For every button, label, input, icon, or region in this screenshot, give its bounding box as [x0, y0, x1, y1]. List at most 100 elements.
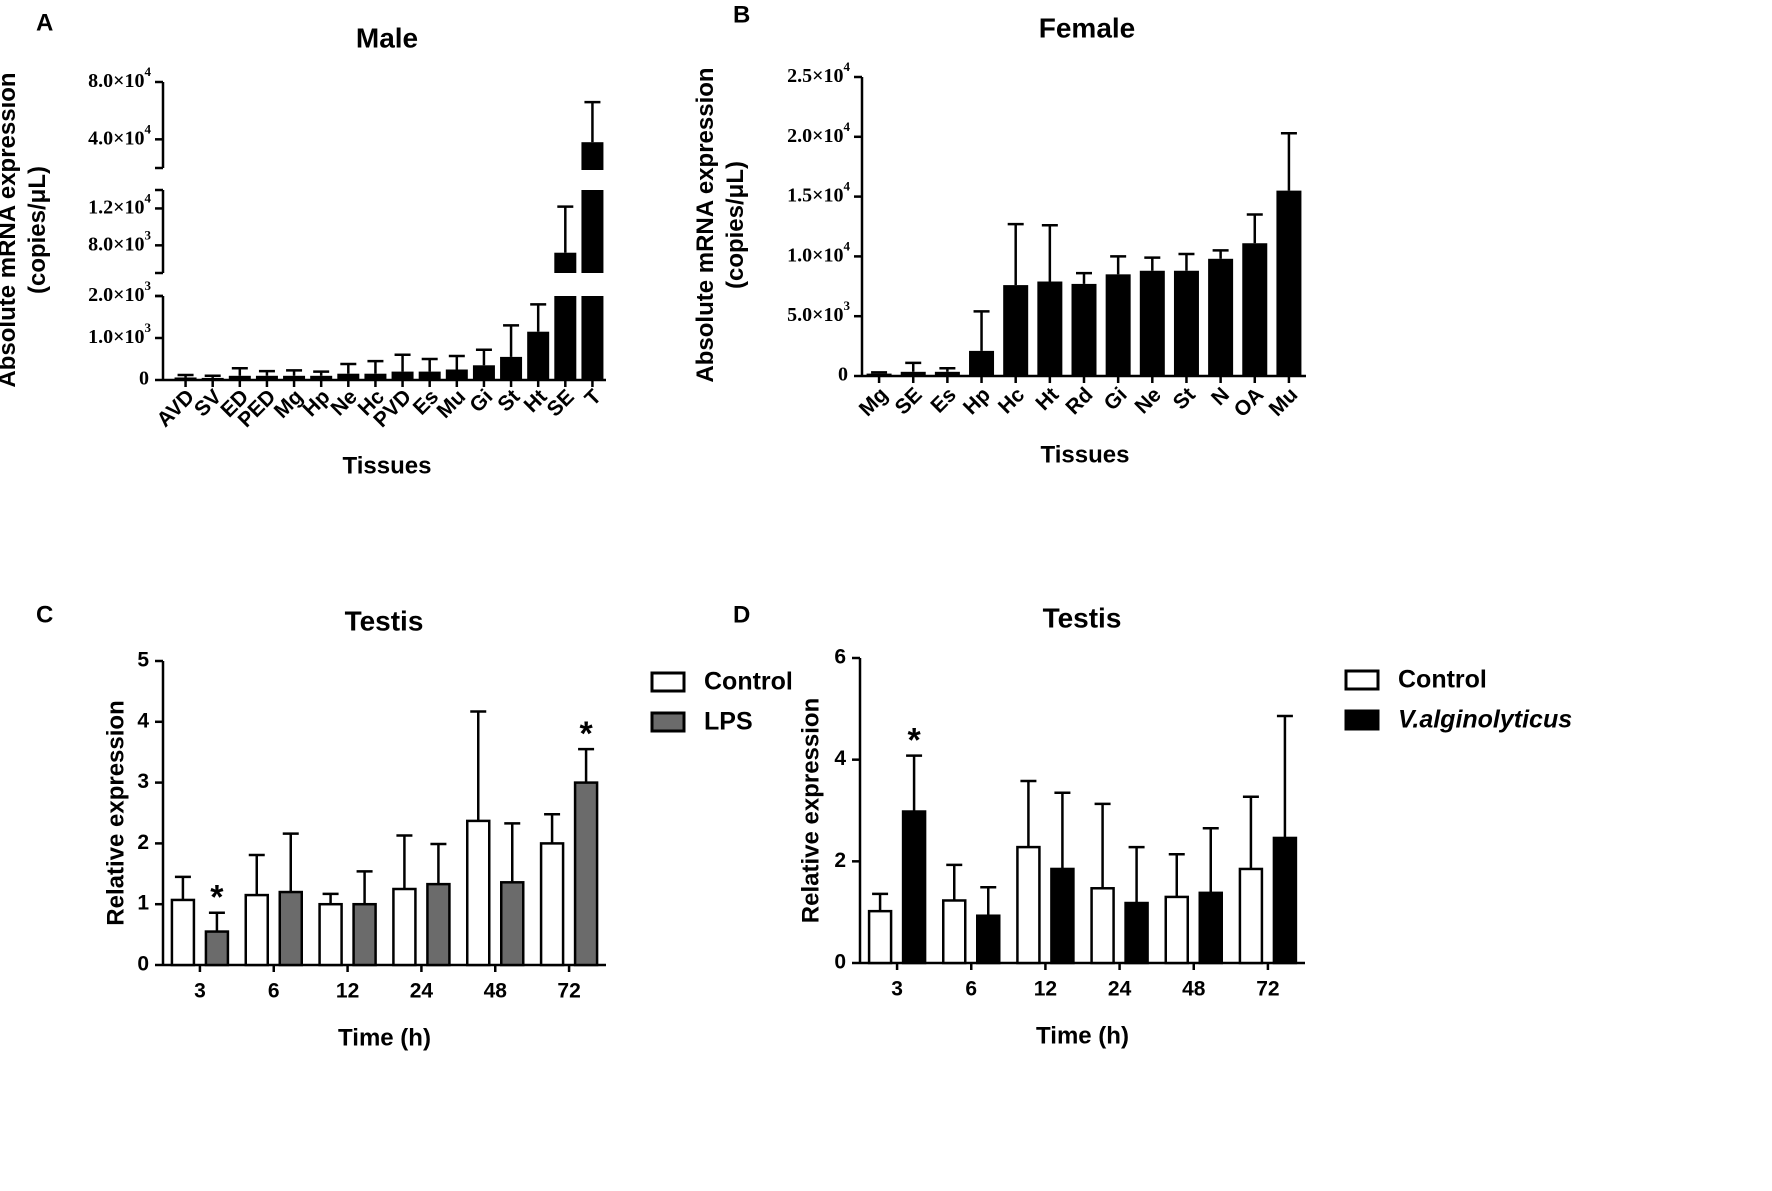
- bar-lps-72h: [573, 747, 599, 967]
- y-tick-label: 5.0×103: [787, 298, 850, 326]
- legend-swatch: [650, 711, 686, 733]
- bar-rect: [527, 331, 550, 380]
- bar-rect: [934, 371, 960, 376]
- bar-mg: [283, 369, 306, 380]
- x-axis-label: Time (h): [338, 1024, 431, 1051]
- x-tick-label: 6: [965, 978, 977, 1001]
- y-tick-label: 8.0×103: [88, 227, 151, 255]
- bar-rect: [352, 902, 377, 967]
- bar-hc: [1003, 222, 1029, 376]
- bar-rect: [1164, 895, 1189, 965]
- chart-title: Female: [1039, 12, 1136, 43]
- bar-rect: [426, 882, 451, 967]
- x-tick-label: AVD: [153, 385, 200, 432]
- bar-rect: [283, 375, 306, 380]
- y-tick-label: 5: [137, 649, 149, 672]
- y-tick-label: 3: [137, 770, 149, 793]
- y-tick-label: 1.0×103: [88, 320, 151, 348]
- x-axis-label: Time (h): [1036, 1022, 1129, 1049]
- bar-rect: [1208, 258, 1234, 376]
- legend-swatch: [650, 671, 686, 693]
- bar-rect: [466, 819, 491, 967]
- x-tick-label: Mu: [1265, 383, 1303, 421]
- panel-a-chart: A Male 0 1.0×103 2.0×103 8.0×103 1.2×104 4.0×10…: [0, 9, 612, 479]
- legend-label: Control: [1398, 666, 1487, 694]
- bar-rect: [1272, 836, 1298, 965]
- panel-letter-b: B: [733, 1, 750, 28]
- y-axis-label-unit: (copies/μL): [722, 161, 749, 289]
- bar-mu: [1276, 131, 1302, 376]
- bar-sv: [201, 374, 224, 380]
- bar-rect: [201, 377, 224, 380]
- bar-lps-3h: [204, 911, 230, 967]
- x-tick-label: 72: [557, 980, 580, 1003]
- bar-ht: [1037, 224, 1063, 376]
- bar-lps-6h: [278, 832, 303, 967]
- x-tick-label: 24: [1108, 978, 1132, 1001]
- bar-rect: [1242, 243, 1268, 376]
- bar-rect: [472, 365, 495, 380]
- bar-rd: [1071, 271, 1097, 376]
- bar-rect: [500, 356, 523, 380]
- panel-letter-d: D: [733, 601, 750, 628]
- y-axis-label: Relative expression: [102, 700, 129, 925]
- y-tick-label: 0: [137, 953, 149, 976]
- y-tick-label: 1.0×104: [787, 238, 850, 266]
- bar-lps-24h: [426, 842, 451, 967]
- axis-break-gap: [546, 273, 612, 296]
- bar-control-3h: [170, 875, 196, 967]
- y-tick-label: 8.0×104: [88, 64, 151, 92]
- y-tick-label: 2: [137, 831, 149, 854]
- bar-rect: [337, 373, 360, 380]
- x-tick-label: 48: [1182, 978, 1206, 1001]
- x-tick-label: Ht: [1031, 383, 1063, 415]
- bar-rect: [500, 881, 525, 967]
- y-axis-label-unit: (copies/μL): [24, 166, 51, 294]
- significance-asterisk: *: [579, 715, 593, 753]
- bar-es: [934, 366, 960, 376]
- bar-control-6h: [942, 863, 967, 965]
- chart-title: Testis: [345, 605, 424, 636]
- legend-item-lps: LPS: [650, 708, 753, 736]
- bar-rect: [418, 371, 441, 380]
- significance-asterisk: *: [210, 879, 224, 917]
- bar-rect: [255, 375, 278, 380]
- bar-ne: [1139, 256, 1165, 376]
- bar-mg: [866, 371, 892, 376]
- bar-rect: [1173, 270, 1199, 376]
- bar-hp: [310, 370, 333, 380]
- bar-valginolyticus-12h: [1050, 791, 1075, 965]
- chart-title: Male: [356, 22, 418, 53]
- bar-rect: [1105, 274, 1131, 376]
- x-tick-label: Hp: [959, 383, 995, 419]
- x-tick-label: 48: [484, 980, 508, 1003]
- bar-lps-48h: [500, 822, 525, 967]
- bar-control-48h: [1164, 852, 1189, 965]
- bar-valginolyticus-6h: [976, 886, 1001, 965]
- bar-rect: [1198, 891, 1223, 965]
- bar-rect: [554, 252, 577, 380]
- y-axis-label-text: Absolute mRNA expression: [692, 67, 719, 382]
- bar-valginolyticus-3h: [901, 754, 927, 965]
- bar-rect: [1003, 285, 1029, 376]
- bar-ht: [527, 303, 550, 380]
- bar-rect: [228, 375, 251, 380]
- x-axis-label: Tissues: [1041, 441, 1130, 468]
- bar-rect: [1050, 867, 1075, 965]
- x-tick-label: 72: [1256, 978, 1279, 1001]
- y-tick-label: 2: [834, 849, 846, 872]
- legend-label: V.alginolyticus: [1398, 706, 1572, 734]
- y-tick-label: 1.2×104: [88, 190, 151, 218]
- bar-rect: [244, 893, 269, 967]
- bar-oa: [1242, 213, 1268, 376]
- x-tick-label: Gi: [1100, 383, 1132, 415]
- bar-rect: [976, 914, 1001, 965]
- legend-item-control: Control: [650, 668, 793, 696]
- y-tick-label: 4: [137, 709, 149, 732]
- bar-valginolyticus-24h: [1124, 845, 1149, 965]
- bar-control-72h: [539, 812, 565, 967]
- bar-rect: [1276, 190, 1302, 376]
- bar-rect: [310, 375, 333, 380]
- bar-rect: [901, 810, 927, 965]
- x-tick-label: Mu: [433, 385, 471, 423]
